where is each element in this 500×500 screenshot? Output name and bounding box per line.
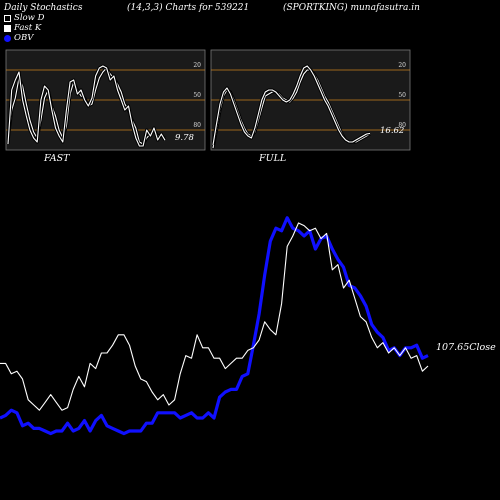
- fast-last-value-label: 9.78: [175, 133, 195, 143]
- chart-symbol: (SPORTKING) munafasutra.in: [283, 3, 420, 13]
- close-price-line: [0, 222, 429, 411]
- full-tick-label: 80: [398, 122, 406, 129]
- legend-obv-label: OBV: [14, 33, 34, 43]
- obv-line: [0, 216, 429, 436]
- legend-obv: OBV: [4, 33, 44, 43]
- close-value-label: 107.65Close: [436, 342, 496, 353]
- legend-slow-d: Slow D: [4, 13, 44, 23]
- full-tick-label: 20: [398, 62, 406, 69]
- legend-fast-k: Fast K: [4, 23, 44, 33]
- full-panel-label: FULL: [259, 153, 287, 164]
- full-last-value-label: 16.62: [380, 126, 404, 136]
- legend: Slow D Fast K OBV: [4, 13, 44, 43]
- legend-fast-k-swatch: [4, 24, 11, 32]
- legend-obv-swatch: [4, 34, 11, 42]
- chart-params: (14,3,3) Charts for 539221: [127, 3, 250, 13]
- chart-title: Daily Stochastics: [4, 3, 83, 13]
- legend-slow-d-swatch: [4, 14, 11, 22]
- full-series-1-line: [212, 65, 371, 146]
- legend-slow-d-label: Slow D: [14, 13, 45, 23]
- fast-tick-label: 80: [193, 122, 201, 129]
- legend-fast-k-label: Fast K: [14, 23, 42, 33]
- fast-series-1-line: [7, 65, 166, 147]
- fast-tick-label: 50: [193, 92, 201, 99]
- fast-tick-label: 20: [193, 62, 201, 69]
- full-tick-label: 50: [398, 92, 406, 99]
- fast-panel-label: FAST: [44, 153, 70, 164]
